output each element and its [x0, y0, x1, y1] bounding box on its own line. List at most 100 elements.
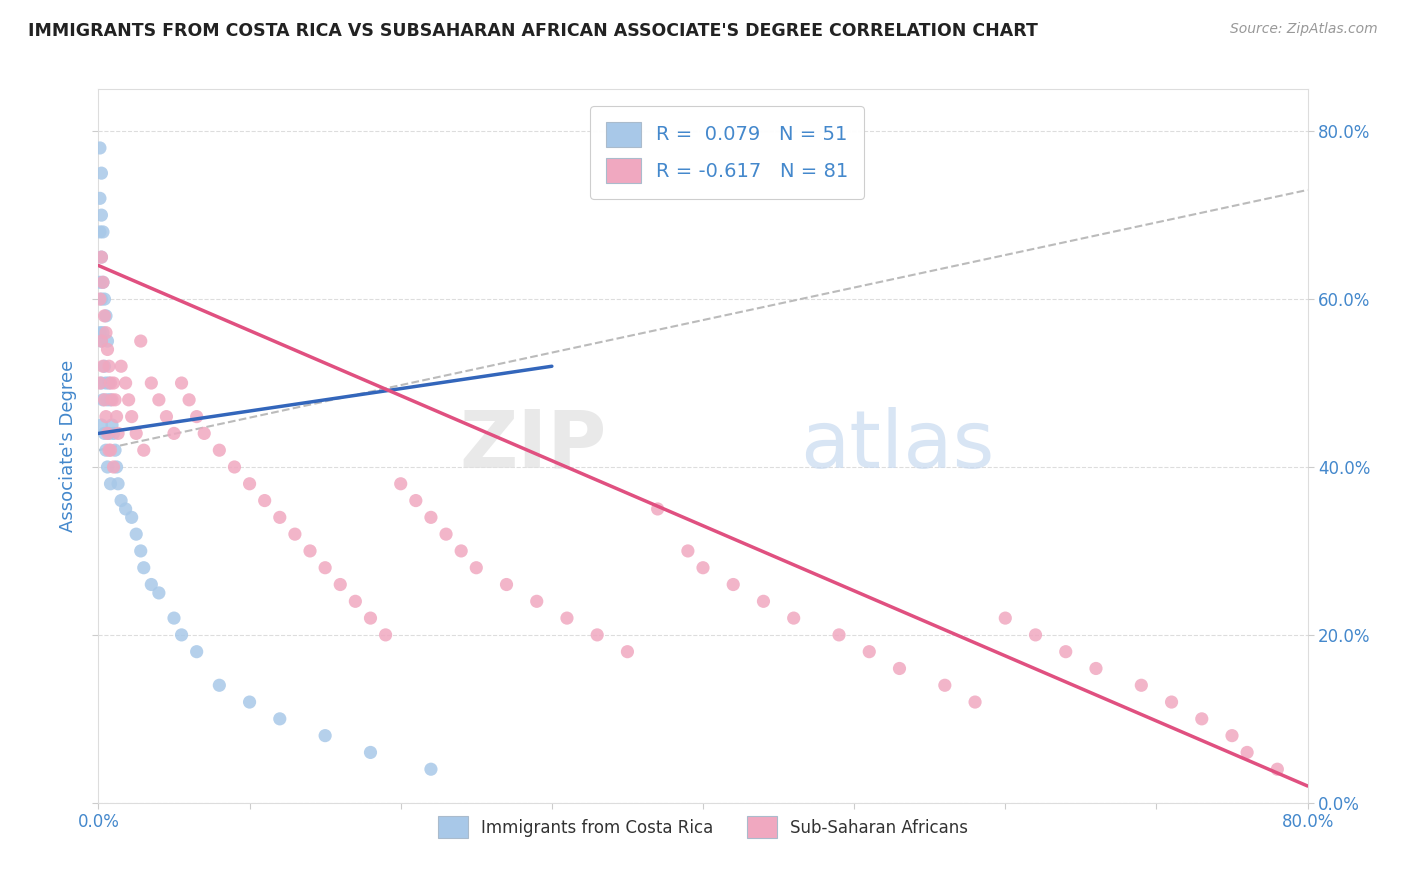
Point [1236, 746, 1258, 760]
Point [269, 510, 291, 524]
Point [193, 426, 215, 441]
Point [692, 560, 714, 574]
Point [93, 426, 115, 441]
Point [93, 292, 115, 306]
Point [1024, 628, 1046, 642]
Point [91, 326, 114, 340]
Point [96, 392, 118, 407]
Point [889, 661, 911, 675]
Point [208, 443, 231, 458]
Point [98, 426, 121, 441]
Point [96, 334, 118, 348]
Point [93, 309, 115, 323]
Point [752, 594, 775, 608]
Point [90, 250, 112, 264]
Point [107, 476, 129, 491]
Point [89, 191, 111, 205]
Point [100, 443, 122, 458]
Point [90, 417, 112, 432]
Point [450, 544, 472, 558]
Point [104, 443, 127, 458]
Point [647, 502, 669, 516]
Point [179, 392, 201, 407]
Point [141, 577, 163, 591]
Point [101, 392, 124, 407]
Point [141, 376, 163, 390]
Point [110, 493, 132, 508]
Point [465, 560, 488, 574]
Point [94, 409, 117, 424]
Point [314, 729, 336, 743]
Point [1085, 661, 1108, 675]
Point [114, 502, 136, 516]
Point [1191, 712, 1213, 726]
Point [90, 292, 112, 306]
Point [105, 409, 128, 424]
Point [98, 359, 121, 374]
Point [1130, 678, 1153, 692]
Point [253, 493, 276, 508]
Point [186, 409, 208, 424]
Point [98, 376, 121, 390]
Point [96, 426, 118, 441]
Point [125, 527, 148, 541]
Point [90, 334, 112, 348]
Point [526, 594, 548, 608]
Point [132, 560, 155, 574]
Point [96, 343, 118, 357]
Point [121, 510, 143, 524]
Point [90, 376, 112, 390]
Point [93, 359, 115, 374]
Point [98, 443, 121, 458]
Point [89, 292, 111, 306]
Point [858, 645, 880, 659]
Point [121, 409, 143, 424]
Point [94, 376, 117, 390]
Point [90, 208, 112, 222]
Point [148, 586, 170, 600]
Point [89, 376, 111, 390]
Point [186, 645, 208, 659]
Point [107, 426, 129, 441]
Point [208, 678, 231, 692]
Text: atlas: atlas [800, 407, 994, 485]
Point [103, 376, 125, 390]
Point [360, 746, 382, 760]
Point [114, 376, 136, 390]
Point [89, 141, 111, 155]
Point [163, 611, 186, 625]
Point [91, 359, 114, 374]
Point [420, 762, 443, 776]
Point [90, 250, 112, 264]
Point [374, 628, 396, 642]
Point [103, 426, 125, 441]
Point [148, 392, 170, 407]
Point [91, 225, 114, 239]
Point [96, 460, 118, 475]
Point [1160, 695, 1182, 709]
Point [586, 628, 609, 642]
Text: IMMIGRANTS FROM COSTA RICA VS SUBSAHARAN AFRICAN ASSOCIATE'S DEGREE CORRELATION : IMMIGRANTS FROM COSTA RICA VS SUBSAHARAN… [28, 22, 1038, 40]
Point [495, 577, 517, 591]
Point [314, 560, 336, 574]
Point [269, 712, 291, 726]
Point [934, 678, 956, 692]
Point [420, 510, 443, 524]
Point [94, 309, 117, 323]
Point [94, 443, 117, 458]
Point [434, 527, 457, 541]
Point [723, 577, 745, 591]
Point [90, 166, 112, 180]
Point [91, 275, 114, 289]
Point [1054, 645, 1077, 659]
Point [1267, 762, 1289, 776]
Point [125, 426, 148, 441]
Legend: Immigrants from Costa Rica, Sub-Saharan Africans: Immigrants from Costa Rica, Sub-Saharan … [432, 810, 974, 845]
Point [101, 417, 124, 432]
Point [91, 392, 114, 407]
Point [89, 275, 111, 289]
Point [329, 577, 352, 591]
Point [110, 359, 132, 374]
Point [118, 392, 141, 407]
Point [93, 392, 115, 407]
